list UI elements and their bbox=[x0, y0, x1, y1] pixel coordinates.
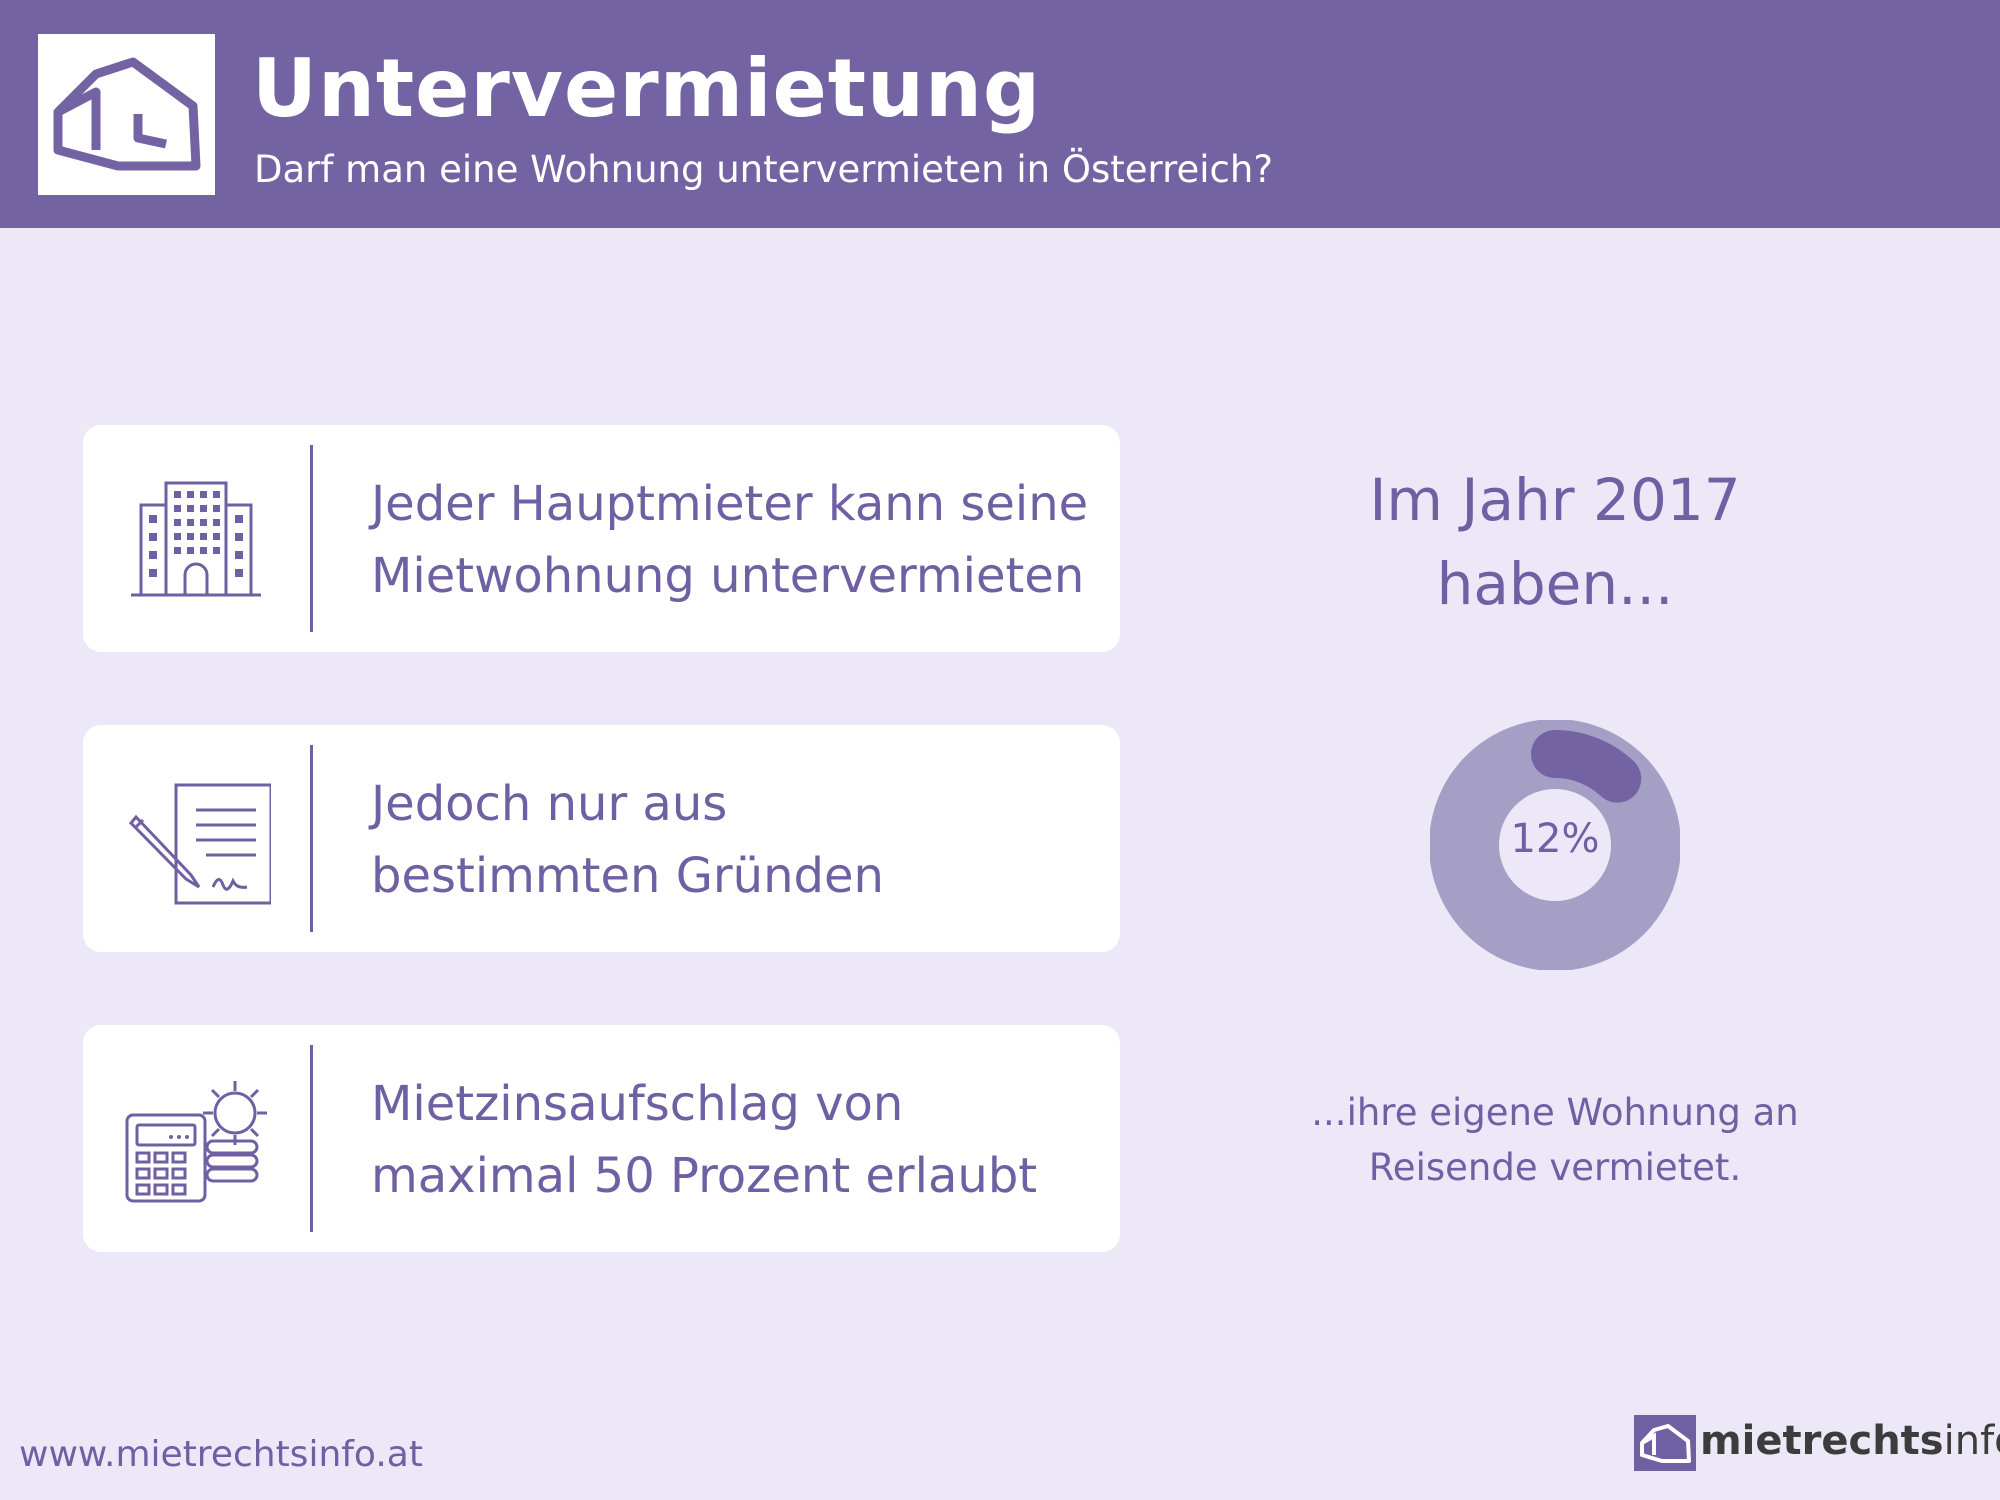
stat-intro-line: Im Jahr 2017 bbox=[1369, 466, 1741, 534]
donut-chart bbox=[1430, 720, 1680, 970]
page-title: Untervermietung bbox=[252, 42, 1042, 135]
card-divider bbox=[310, 745, 313, 932]
info-card-1: Jeder Hauptmieter kann seine Mietwohnung… bbox=[83, 425, 1120, 652]
info-card-2: Jedoch nur aus bestimmten Gründen bbox=[83, 725, 1120, 952]
page-subtitle: Darf man eine Wohnung untervermieten in … bbox=[254, 148, 1273, 191]
card-text-line: bestimmten Gründen bbox=[371, 848, 884, 904]
card-text-line: maximal 50 Prozent erlaubt bbox=[371, 1148, 1038, 1204]
website-url[interactable]: www.mietrechtsinfo.at bbox=[19, 1434, 423, 1475]
card-text: Jeder Hauptmieter kann seine Mietwohnung… bbox=[371, 468, 1101, 612]
house-logo-icon bbox=[53, 57, 201, 171]
card-text-line: Jedoch nur aus bbox=[371, 776, 728, 832]
stat-intro: Im Jahr 2017 haben... bbox=[1290, 458, 1820, 626]
brand-name-bold: mietrechts bbox=[1700, 1418, 1944, 1464]
brand-name-light: info bbox=[1943, 1418, 2000, 1464]
card-divider bbox=[310, 1045, 313, 1232]
card-text-line: Mietwohnung untervermieten bbox=[371, 548, 1085, 604]
card-text-line: Mietzinsaufschlag von bbox=[371, 1076, 904, 1132]
card-text: Jedoch nur aus bestimmten Gründen bbox=[371, 768, 1101, 912]
donut-value-label: 12% bbox=[1510, 816, 1600, 862]
stat-outro: ...ihre eigene Wohnung an Reisende vermi… bbox=[1270, 1085, 1840, 1195]
logo bbox=[38, 34, 215, 195]
building-icon bbox=[131, 481, 261, 597]
donut-slice-highlight bbox=[1531, 730, 1642, 803]
card-text: Mietzinsaufschlag von maximal 50 Prozent… bbox=[371, 1068, 1101, 1212]
house-logo-icon bbox=[1634, 1415, 1696, 1471]
calculator-gear-icon bbox=[125, 1081, 267, 1203]
stat-outro-line: Reisende vermietet. bbox=[1368, 1146, 1742, 1189]
info-card-3: Mietzinsaufschlag von maximal 50 Prozent… bbox=[83, 1025, 1120, 1252]
header: Untervermietung Darf man eine Wohnung un… bbox=[0, 0, 2000, 228]
card-text-line: Jeder Hauptmieter kann seine bbox=[371, 476, 1089, 532]
brand-name: mietrechtsinfo bbox=[1700, 1418, 2000, 1464]
contract-pen-icon bbox=[128, 783, 271, 905]
card-divider bbox=[310, 445, 313, 632]
stat-outro-line: ...ihre eigene Wohnung an bbox=[1311, 1091, 1799, 1134]
stat-intro-line: haben... bbox=[1436, 550, 1674, 618]
